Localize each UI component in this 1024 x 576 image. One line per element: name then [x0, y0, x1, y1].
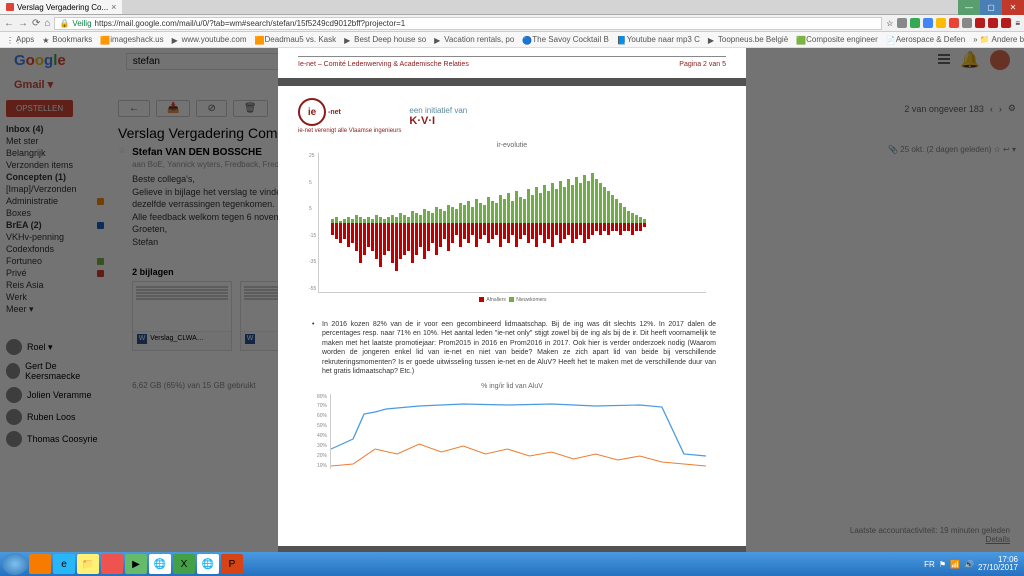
extension-icon[interactable] — [1001, 18, 1011, 28]
chart1-legend: Afnallers Nieuwkomers — [318, 297, 706, 303]
extension-icon[interactable] — [936, 18, 946, 28]
extension-icons — [897, 18, 1011, 28]
taskbar-app-icon[interactable]: e — [53, 554, 75, 574]
footer-right: Pagina 2 van 5 — [679, 61, 726, 68]
address-bar: ← → ⟳ ⌂ 🔒 Veilig https://mail.google.com… — [0, 15, 1024, 32]
taskbar-app-icon[interactable]: ▶ — [125, 554, 147, 574]
tab-title: Verslag Vergadering Co... — [17, 3, 108, 12]
browser-tab-bar: Verslag Vergadering Co... × — ▢ ✕ — [0, 0, 1024, 15]
home-button[interactable]: ⌂ — [44, 18, 50, 29]
extension-icon[interactable] — [988, 18, 998, 28]
chart-ir-evolutie: ir-evolutie 2555-15-35-55 Afnallers Nieu… — [318, 142, 706, 312]
taskbar-app-icon[interactable] — [29, 554, 51, 574]
clock[interactable]: 17:06 27/10/2017 — [978, 556, 1018, 572]
gmail-favicon — [6, 3, 14, 11]
tray-icon[interactable]: ⚑ — [939, 560, 946, 569]
chart1-y-axis: 2555-15-35-55 — [309, 153, 316, 292]
extension-icon[interactable] — [949, 18, 959, 28]
lang-indicator[interactable]: FR — [924, 560, 935, 569]
kvi-logo: K·V·I — [409, 115, 467, 127]
taskbar-app-icon[interactable]: X — [173, 554, 195, 574]
doc-page-2: ie -net ie-net verenigt alle Vlaamse ing… — [278, 86, 746, 546]
logo-row: ie -net ie-net verenigt alle Vlaamse ing… — [298, 98, 726, 134]
browser-tab[interactable]: Verslag Vergadering Co... × — [0, 0, 122, 14]
taskbar: e📁▶🌐X🌐P FR ⚑ 📶 🔊 17:06 27/10/2017 — [0, 552, 1024, 576]
extension-icon[interactable] — [923, 18, 933, 28]
secure-label: Veilig — [72, 19, 91, 28]
taskbar-app-icon[interactable]: 🌐 — [197, 554, 219, 574]
tray-network-icon[interactable]: 📶 — [950, 560, 960, 569]
taskbar-app-icon[interactable] — [101, 554, 123, 574]
bookmark-item[interactable]: ▶Toopneus.be België — [708, 35, 788, 44]
chart2-title: % ing/ir lid van AluV — [318, 383, 706, 390]
logo-subtitle: ie-net verenigt alle Vlaamse ingenieurs — [298, 128, 401, 134]
bookmark-item[interactable]: 📘Youtube naar mp3 C — [617, 35, 700, 44]
tab-close-icon[interactable]: × — [111, 2, 116, 12]
window-maximize-button[interactable]: ▢ — [980, 0, 1002, 15]
bookmark-item[interactable]: 🔵The Savoy Cocktail B — [522, 35, 608, 44]
url-text: https://mail.google.com/mail/u/0/?tab=wm… — [95, 19, 406, 28]
bookmark-item[interactable]: 📄Aerospace & Defen — [886, 35, 965, 44]
tray-volume-icon[interactable]: 🔊 — [964, 560, 974, 569]
bookmark-item[interactable]: ⋮⋮Apps — [6, 35, 34, 44]
extension-icon[interactable] — [962, 18, 972, 28]
extension-icon[interactable] — [910, 18, 920, 28]
bookmark-item[interactable]: 🟧Deadmau5 vs. Kask — [255, 35, 337, 44]
start-button[interactable] — [2, 553, 28, 575]
chart2-y-axis: 80%70%60%50%40%30%20%10% — [317, 394, 327, 469]
window-controls: — ▢ ✕ — [958, 0, 1024, 15]
url-input[interactable]: 🔒 Veilig https://mail.google.com/mail/u/… — [54, 17, 882, 30]
reload-button[interactable]: ⟳ — [32, 18, 40, 29]
logo-tagline: een initiatief van — [409, 106, 467, 115]
extension-icon[interactable] — [975, 18, 985, 28]
lock-icon: 🔒 — [59, 19, 69, 28]
footer-left: Ie-net – Comité Ledenwerving & Academisc… — [298, 61, 469, 68]
bookmark-item[interactable]: ▶Best Deep house so — [344, 35, 426, 44]
extension-icon[interactable] — [897, 18, 907, 28]
bullet-paragraph: In 2016 kozen 82% van de ir voor een gec… — [322, 320, 716, 377]
bookmark-item[interactable]: 🟩Composite engineer — [796, 35, 878, 44]
bookmarks-bar: ⋮⋮Apps ★Bookmarks 🟧imageshack.us ▶www.youtu… — [0, 32, 1024, 48]
doc-page-1-bottom: Ie-net – Comité Ledenwerving & Academisc… — [278, 48, 746, 78]
bookmark-item[interactable]: 🟧imageshack.us — [100, 35, 163, 44]
bookmark-item[interactable]: ★Bookmarks — [42, 35, 92, 44]
taskbar-app-icon[interactable]: 🌐 — [149, 554, 171, 574]
document-preview: Ie-net – Comité Ledenwerving & Academisc… — [278, 48, 746, 552]
back-button[interactable]: ← — [4, 18, 14, 29]
bookmark-item[interactable]: ▶www.youtube.com — [172, 35, 247, 44]
chart1-title: ir-evolutie — [318, 142, 706, 149]
taskbar-app-icon[interactable]: P — [221, 554, 243, 574]
bookmarks-more[interactable]: » 📁 Andere bladwijzers — [973, 35, 1024, 44]
bookmark-item[interactable]: ▶Vacation rentals, po — [434, 35, 514, 44]
chart-percentage: % ing/ir lid van AluV 80%70%60%50%40%30%… — [318, 383, 706, 473]
chart1-bars — [331, 153, 706, 292]
window-close-button[interactable]: ✕ — [1002, 0, 1024, 15]
ienet-logo-icon: ie — [298, 98, 326, 126]
menu-icon[interactable]: ≡ — [1015, 19, 1020, 28]
system-tray: FR ⚑ 📶 🔊 17:06 27/10/2017 — [924, 556, 1022, 572]
forward-button[interactable]: → — [18, 18, 28, 29]
star-icon[interactable]: ☆ — [886, 19, 893, 28]
chart2-lines — [331, 394, 706, 469]
window-minimize-button[interactable]: — — [958, 0, 980, 15]
taskbar-app-icon[interactable]: 📁 — [77, 554, 99, 574]
